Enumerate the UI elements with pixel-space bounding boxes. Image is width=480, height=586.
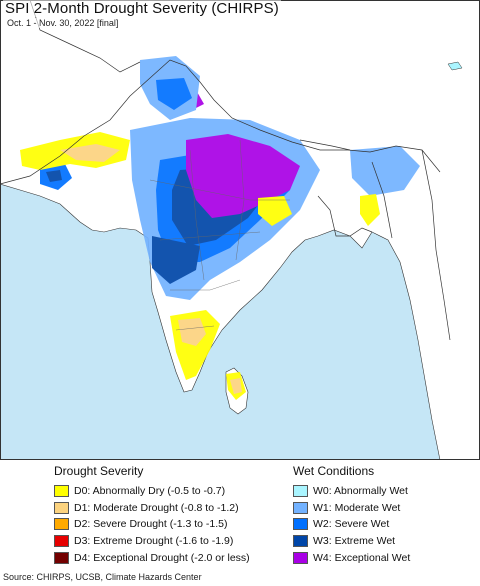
swatch-d2 (54, 518, 69, 531)
map-subtitle: Oct. 1 - Nov. 30, 2022 [final] (5, 18, 121, 28)
legend-label-d2: D2: Severe Drought (-1.3 to -1.5) (74, 518, 228, 531)
legend-item-w0: W0: Abnormally Wet (293, 483, 410, 500)
legend-label-d3: D3: Extreme Drought (-1.6 to -1.9) (74, 535, 234, 548)
legend-item-d3: D3: Extreme Drought (-1.6 to -1.9) (54, 533, 250, 550)
map-title: SPI 2-Month Drought Severity (CHIRPS) (3, 0, 281, 17)
legend-item-d0: D0: Abnormally Dry (-0.5 to -0.7) (54, 483, 250, 500)
swatch-w4 (293, 551, 308, 564)
swatch-d1 (54, 501, 69, 514)
legend: Drought Severity D0: Abnormally Dry (-0.… (0, 460, 480, 568)
state-lines (149, 139, 290, 331)
legend-item-d2: D2: Severe Drought (-1.3 to -1.5) (54, 516, 250, 533)
legend-item-w4: W4: Exceptional Wet (293, 549, 410, 566)
legend-item-d4: D4: Exceptional Drought (-2.0 or less) (54, 549, 250, 566)
legend-label-d4: D4: Exceptional Drought (-2.0 or less) (74, 551, 250, 564)
swatch-d0 (54, 485, 69, 498)
swatch-d3 (54, 535, 69, 548)
legend-label-w0: W0: Abnormally Wet (313, 485, 408, 498)
legend-label-d0: D0: Abnormally Dry (-0.5 to -0.7) (74, 485, 226, 498)
drought-legend-heading: Drought Severity (54, 464, 144, 478)
swatch-d4 (54, 551, 69, 564)
legend-item-w3: W3: Extreme Wet (293, 533, 410, 550)
island (447, 61, 463, 71)
drought-map (0, 0, 480, 460)
swatch-w2 (293, 518, 308, 531)
wet-legend-heading: Wet Conditions (293, 464, 375, 478)
drought-legend: Drought Severity D0: Abnormally Dry (-0.… (54, 464, 250, 566)
legend-item-w2: W2: Severe Wet (293, 516, 410, 533)
severity-regions (20, 56, 420, 400)
swatch-w3 (293, 535, 308, 548)
legend-item-d1: D1: Moderate Drought (-0.8 to -1.2) (54, 500, 250, 517)
legend-label-w1: W1: Moderate Wet (313, 501, 401, 514)
wet-legend: Wet Conditions W0: Abnormally Wet W1: Mo… (293, 464, 410, 566)
legend-label-w3: W3: Extreme Wet (313, 535, 396, 548)
legend-item-w1: W1: Moderate Wet (293, 500, 410, 517)
swatch-w1 (293, 501, 308, 514)
swatch-w0 (293, 485, 308, 498)
legend-label-d1: D1: Moderate Drought (-0.8 to -1.2) (74, 501, 239, 514)
legend-label-w4: W4: Exceptional Wet (313, 551, 411, 564)
legend-label-w2: W2: Severe Wet (313, 518, 390, 531)
source-credit: Source: CHIRPS, UCSB, Climate Hazards Ce… (3, 572, 202, 582)
